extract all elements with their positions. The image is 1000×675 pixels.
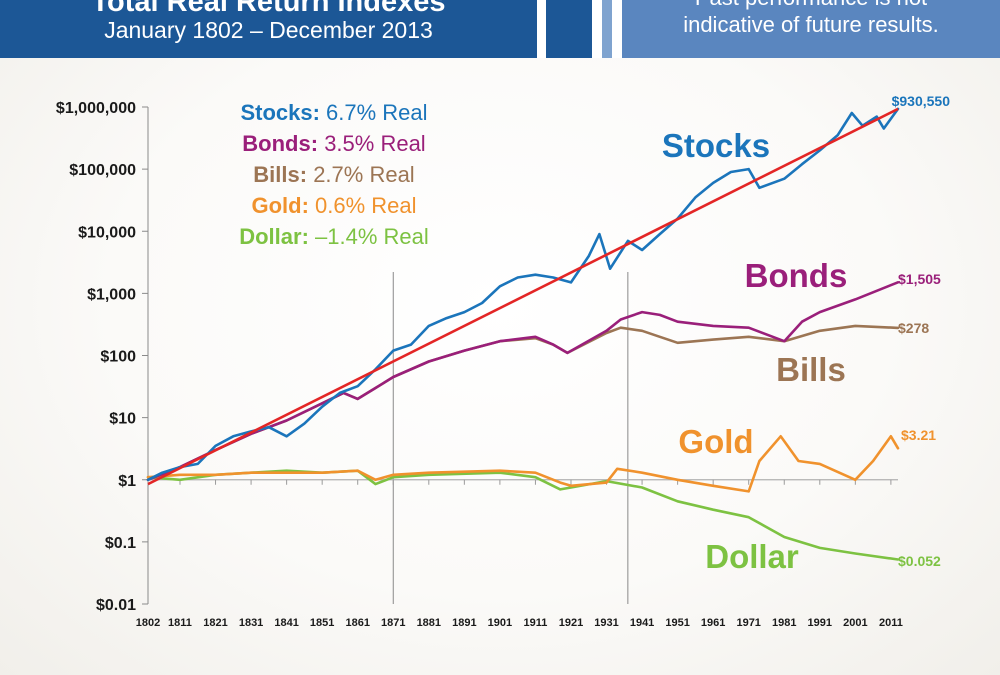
x-tick-label: 2011 [879,617,903,629]
x-tick-label: 1851 [310,617,334,629]
series-label-dollar: Dollar [705,538,799,575]
series-line-bills [146,324,900,482]
x-tick-label: 1971 [736,617,760,629]
x-tick-label: 1861 [345,617,369,629]
chart-area [0,58,1000,675]
disclaimer-banner: Past performance is not indicative of fu… [622,0,1000,58]
disclaimer-line-2: indicative of future results. [683,12,939,37]
legend-value: –1.4% Real [315,224,429,249]
x-tick-label: 1871 [381,617,405,629]
series-label-stocks: Stocks [662,127,770,164]
legend-item: Stocks: 6.7% Real [240,100,427,125]
legend-name: Bonds: [242,131,324,156]
y-tick-label: $1 [118,473,136,490]
banner-divider [592,0,602,58]
x-tick-label: 1921 [559,617,583,629]
series-line-stocks [146,107,900,482]
series-label-bonds: Bonds [745,257,848,294]
y-tick-label: $0.1 [105,535,136,552]
banner-divider [546,0,592,58]
x-tick-label: 1931 [594,617,618,629]
legend-name: Dollar: [239,224,315,249]
end-value-label-bonds: $1,505 [898,271,941,287]
x-tick-label: 1991 [808,617,832,629]
legend-value: 6.7% Real [326,100,428,125]
x-tick-label: 1881 [417,617,441,629]
end-value-label-bills: $278 [898,320,929,336]
legend-name: Stocks: [240,100,326,125]
legend-item: Gold: 0.6% Real [251,193,416,218]
y-tick-label: $10,000 [78,224,136,241]
banner-divider [537,0,546,58]
legend-name: Bills: [253,162,313,187]
end-value-label-stocks: $930,550 [892,93,951,109]
series-label-gold: Gold [678,423,753,460]
y-tick-label: $10 [109,411,136,428]
chart-subtitle: January 1802 – December 2013 [104,17,433,43]
x-tick-label: 1951 [665,617,689,629]
x-tick-label: 1961 [701,617,725,629]
banner-divider [602,0,612,58]
series-line-gold [146,434,900,493]
y-tick-label: $100,000 [69,162,136,179]
legend-item: Bills: 2.7% Real [253,162,414,187]
x-tick-label: 2001 [843,617,867,629]
y-tick-label: $0.01 [96,597,136,614]
y-tick-label: $1,000 [87,286,136,303]
series-line-dollar [146,469,900,561]
title-banner: Total Real Return Indexes January 1802 –… [0,0,537,58]
legend-item: Dollar: –1.4% Real [239,224,429,249]
x-tick-label: 1981 [772,617,796,629]
y-tick-label: $1,000,000 [56,100,136,117]
legend-value: 0.6% Real [315,193,417,218]
x-tick-label: 1911 [524,617,548,629]
legend-value: 3.5% Real [324,131,426,156]
series-label-bills: Bills [776,351,846,388]
banner-divider [612,0,622,58]
x-tick-label: 1821 [203,617,227,629]
x-tick-label: 1891 [452,617,476,629]
x-tick-label: 1901 [488,617,512,629]
legend-item: Bonds: 3.5% Real [242,131,425,156]
end-value-label-gold: $3.21 [901,427,936,443]
series-line-bonds [146,280,900,482]
trend-line [147,107,899,486]
x-tick-label: 1802 [136,617,160,629]
x-tick-label: 1841 [274,617,298,629]
x-tick-label: 1811 [168,617,192,629]
x-tick-label: 1831 [239,617,263,629]
chart-title: Total Real Return Indexes [91,0,446,18]
end-value-label-dollar: $0.052 [898,553,941,569]
disclaimer-line-1: Past performance is not [622,0,1000,11]
y-tick-label: $100 [100,349,136,366]
legend-value: 2.7% Real [313,162,415,187]
x-tick-label: 1941 [630,617,654,629]
legend-name: Gold: [251,193,315,218]
